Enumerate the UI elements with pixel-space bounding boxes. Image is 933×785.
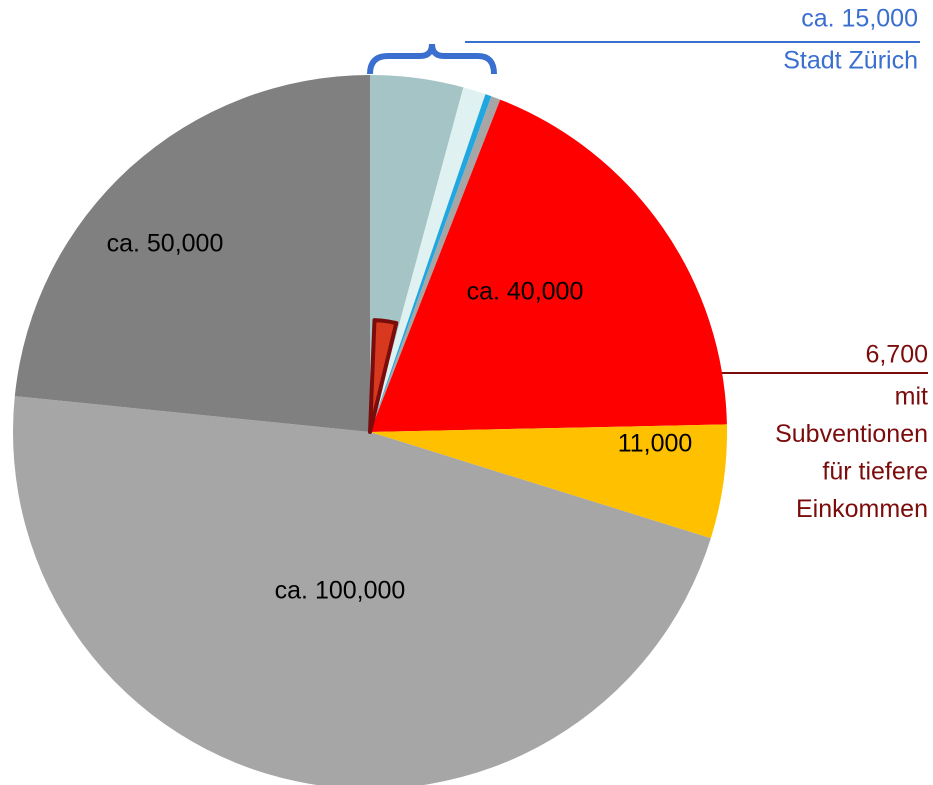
pie-slice — [370, 99, 727, 432]
pie-slice — [14, 75, 371, 432]
data-label: ca. 40,000 — [467, 278, 584, 306]
subset-wedge — [368, 318, 399, 434]
data-label: ca. 50,000 — [107, 230, 224, 258]
pie-slice — [370, 96, 501, 432]
pie-slice — [13, 396, 711, 785]
pie-slice — [370, 424, 727, 539]
pie-slice — [370, 94, 492, 432]
annotation-text: mit — [895, 383, 928, 411]
pie-slice — [370, 87, 486, 432]
annotation-text: Einkommen — [796, 495, 928, 523]
annotation-value: 6,700 — [865, 341, 928, 369]
annotation-text: für tiefere — [822, 458, 928, 486]
data-label: 11,000 — [618, 430, 693, 458]
data-label: ca. 100,000 — [275, 577, 406, 605]
bracket — [367, 43, 497, 75]
annotation-text: Stadt Zürich — [783, 47, 918, 75]
annotation-value: ca. 15,000 — [801, 5, 918, 33]
annotation-text: Subventionen — [775, 420, 928, 448]
